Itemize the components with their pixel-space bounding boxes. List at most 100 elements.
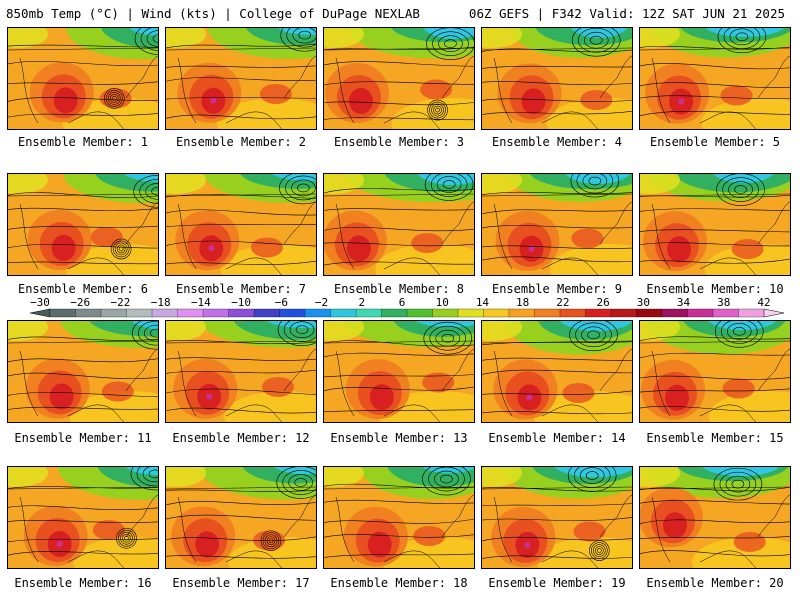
temperature-field-map bbox=[166, 467, 316, 568]
ensemble-member-label: Ensemble Member: 13 bbox=[330, 431, 468, 445]
temperature-field-map bbox=[324, 467, 474, 568]
map-title: 850mb Temp (°C) | Wind (kts) | College o… bbox=[6, 6, 420, 21]
temperature-field-map bbox=[8, 174, 158, 275]
ensemble-member-map-9 bbox=[481, 173, 633, 276]
ensemble-member-label: Ensemble Member: 9 bbox=[491, 282, 623, 296]
colorbar-tick-label: 10 bbox=[435, 296, 449, 309]
temperature-field-map bbox=[8, 28, 158, 129]
temperature-field-map bbox=[324, 321, 474, 422]
colorbar-swatch bbox=[483, 308, 510, 318]
ensemble-member-map-18 bbox=[323, 466, 475, 569]
ensemble-member-label: Ensemble Member: 8 bbox=[333, 282, 465, 296]
ensemble-member-map-8 bbox=[323, 173, 475, 276]
colorbar-swatch bbox=[457, 308, 484, 318]
colorbar-swatch bbox=[738, 308, 765, 318]
ensemble-member-label: Ensemble Member: 10 bbox=[646, 282, 784, 296]
ensemble-member-label: Ensemble Member: 5 bbox=[649, 135, 781, 149]
model-valid-time: 06Z GEFS | F342 Valid: 12Z SAT JUN 21 20… bbox=[468, 6, 785, 21]
temperature-field-map bbox=[8, 467, 158, 568]
ensemble-member-label: Ensemble Member: 7 bbox=[175, 282, 307, 296]
colorbar-swatch bbox=[687, 308, 714, 318]
temperature-field-map bbox=[640, 174, 790, 275]
temperature-field-map bbox=[640, 321, 790, 422]
colorbar-swatch bbox=[228, 308, 255, 318]
colorbar-tick-label: −18 bbox=[150, 296, 171, 309]
colorbar-tick-label: 14 bbox=[475, 296, 490, 309]
colorbar-swatch bbox=[585, 308, 612, 318]
colorbar-swatch bbox=[661, 308, 688, 318]
colorbar-min-arrow bbox=[29, 308, 51, 318]
temperature-field-map bbox=[482, 321, 632, 422]
ensemble-member-map-19 bbox=[481, 466, 633, 569]
colorbar-swatch bbox=[636, 308, 663, 318]
colorbar-tick-label: 30 bbox=[636, 296, 650, 309]
ensemble-member-label: Ensemble Member: 20 bbox=[646, 576, 784, 590]
colorbar-swatch bbox=[508, 308, 535, 318]
colorbar-swatch bbox=[610, 308, 637, 318]
temperature-field-map bbox=[8, 321, 158, 422]
colorbar-svg bbox=[29, 308, 785, 318]
colorbar-tick-label: −6 bbox=[274, 296, 288, 309]
colorbar-swatch bbox=[355, 308, 382, 318]
colorbar-tick-label: −10 bbox=[231, 296, 252, 309]
colorbar-max-arrow bbox=[763, 308, 785, 318]
colorbar-tick-labels: −30 −26 −22 −18 −14 −10 −6 −2 2 6 10 14 18 22 26 30 34 38… bbox=[0, 296, 800, 309]
ensemble-member-label: Ensemble Member: 12 bbox=[172, 431, 310, 445]
ensemble-member-map-3 bbox=[323, 27, 475, 130]
colorbar-swatch bbox=[432, 308, 459, 318]
colorbar-swatch bbox=[279, 308, 306, 318]
colorbar-swatch bbox=[712, 308, 739, 318]
ensemble-member-map-16 bbox=[7, 466, 159, 569]
colorbar-tick-label: −2 bbox=[314, 296, 329, 309]
colorbar-tick-label: 2 bbox=[358, 296, 366, 309]
ensemble-member-map-2 bbox=[165, 27, 317, 130]
temperature-field-map bbox=[324, 28, 474, 129]
colorbar-tick-label: −30 bbox=[30, 296, 50, 309]
ensemble-member-label: Ensemble Member: 4 bbox=[491, 135, 623, 149]
ensemble-member-map-1 bbox=[7, 27, 159, 130]
colorbar-swatch bbox=[177, 308, 204, 318]
colorbar-swatch bbox=[406, 308, 433, 318]
ensemble-member-map-20 bbox=[639, 466, 791, 569]
colorbar-swatch bbox=[49, 308, 76, 318]
ensemble-member-map-12 bbox=[165, 320, 317, 423]
temperature-field-map bbox=[482, 467, 632, 568]
colorbar-swatch bbox=[381, 308, 408, 318]
colorbar-swatch bbox=[151, 308, 178, 318]
temperature-field-map bbox=[640, 28, 790, 129]
ensemble-member-label: Ensemble Member: 6 bbox=[17, 282, 149, 296]
colorbar-swatch bbox=[534, 308, 561, 318]
colorbar-swatch bbox=[253, 308, 280, 318]
ensemble-member-map-10 bbox=[639, 173, 791, 276]
colorbar-swatch bbox=[100, 308, 127, 318]
colorbar-swatch bbox=[559, 308, 586, 318]
ensemble-member-map-7 bbox=[165, 173, 317, 276]
ensemble-member-map-4 bbox=[481, 27, 633, 130]
colorbar-tick-label: 34 bbox=[676, 296, 691, 309]
temperature-colorbar bbox=[29, 308, 785, 318]
ensemble-member-map-6 bbox=[7, 173, 159, 276]
ensemble-member-label: Ensemble Member: 16 bbox=[14, 576, 152, 590]
colorbar-swatch bbox=[202, 308, 229, 318]
colorbar-tick-label: −14 bbox=[190, 296, 211, 309]
colorbar-tick-label: −22 bbox=[110, 296, 131, 309]
temperature-field-map bbox=[482, 174, 632, 275]
temperature-field-map bbox=[166, 321, 316, 422]
colorbar-tick-label: 38 bbox=[717, 296, 731, 309]
colorbar-tick-label: 6 bbox=[398, 296, 406, 309]
colorbar-swatch bbox=[304, 308, 331, 318]
ensemble-member-map-15 bbox=[639, 320, 791, 423]
colorbar-tick-label: 18 bbox=[516, 296, 530, 309]
colorbar-tick-label: 22 bbox=[556, 296, 570, 309]
ensemble-member-label: Ensemble Member: 2 bbox=[175, 135, 307, 149]
ensemble-member-label: Ensemble Member: 19 bbox=[488, 576, 626, 590]
temperature-field-map bbox=[166, 174, 316, 275]
ensemble-member-label: Ensemble Member: 11 bbox=[14, 431, 152, 445]
colorbar-tick-label: −26 bbox=[70, 296, 91, 309]
ensemble-member-label: Ensemble Member: 17 bbox=[172, 576, 310, 590]
ensemble-member-map-17 bbox=[165, 466, 317, 569]
ensemble-member-map-14 bbox=[481, 320, 633, 423]
colorbar-swatch bbox=[75, 308, 102, 318]
temperature-field-map bbox=[482, 28, 632, 129]
colorbar-swatch bbox=[330, 308, 357, 318]
